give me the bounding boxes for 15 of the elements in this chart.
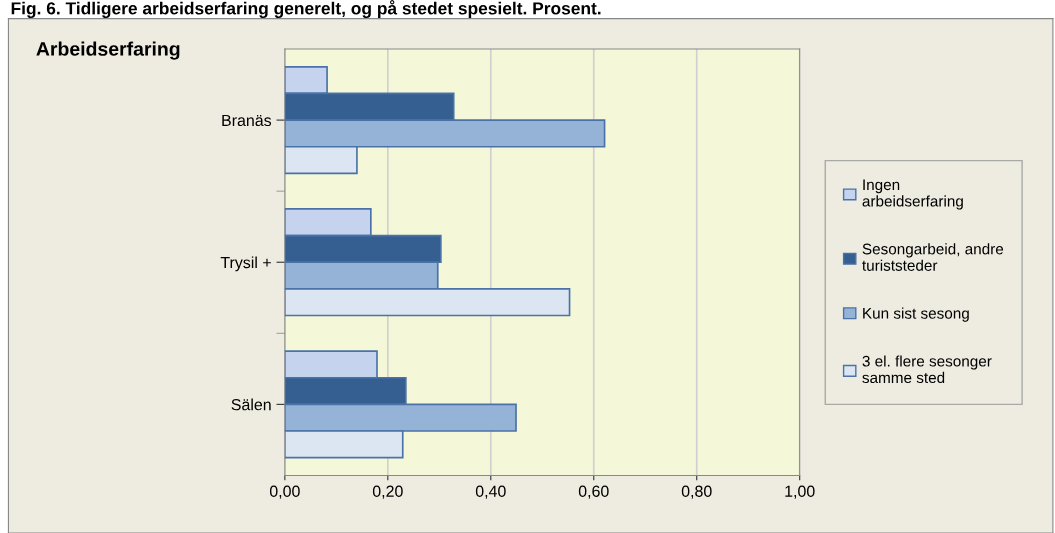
x-tick-label: 0,80 [681,485,712,499]
x-tick-label: 0,40 [475,485,506,499]
legend-label: Sesongarbeid, andre turiststeder [862,243,1004,271]
text: Arbeidserfaring [36,41,180,60]
y-tick-label: Sälen [231,398,271,411]
legend-label: Ingen arbeidserfaring [862,179,963,210]
x-tick-label: 0,00 [269,485,300,499]
y-tick-label: Trysil + [220,256,271,272]
caption: Fig. 6. Tidligere arbeidserfaring generelt, og på stedet spesielt. Prosent. [11,0,601,19]
legend-label: Kun sist sesong [863,307,969,322]
y-tick-label: Branäs [222,114,272,127]
x-tick-label: 1,00 [785,485,815,499]
x-tick-label: 0,60 [578,485,609,499]
x-tick-label: 0,20 [372,485,403,499]
legend-label: 3 el. flere sesonger samme sted [862,355,992,384]
